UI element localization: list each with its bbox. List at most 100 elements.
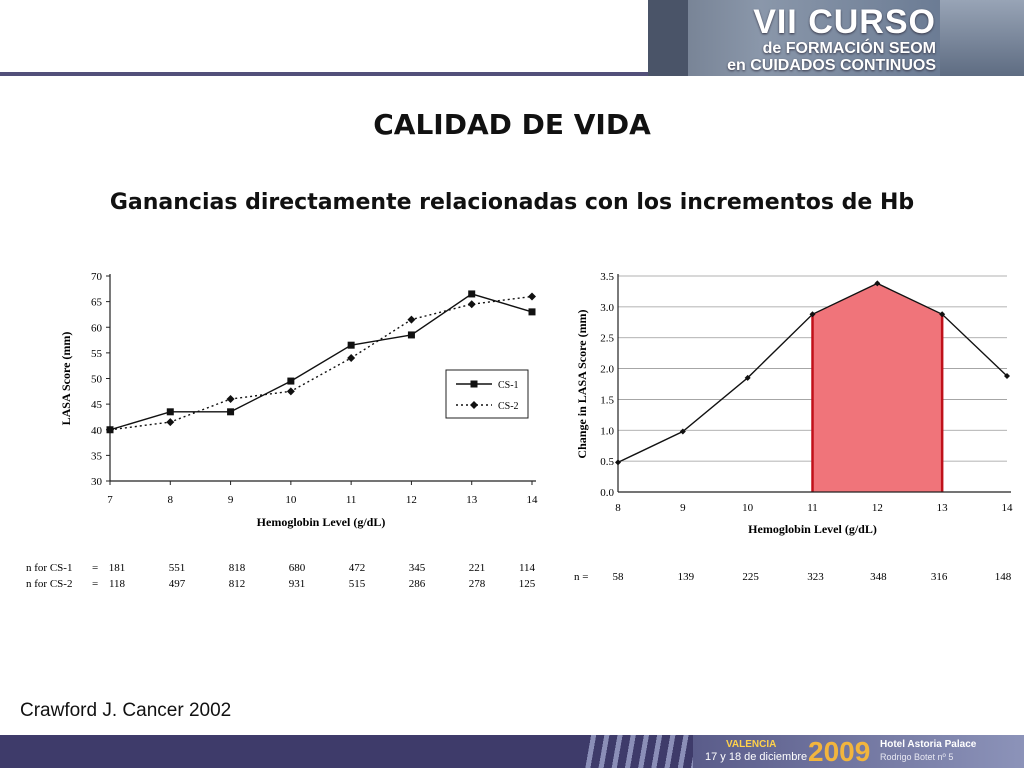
right-y-tick-label: 1.5	[600, 394, 614, 406]
right-y-tick-label: 0.0	[600, 487, 614, 499]
right-x-axis-label: Hemoglobin Level (g/dL)	[748, 522, 877, 536]
left-n-row-label: n for CS-1	[26, 562, 72, 574]
left-y-tick-label: 60	[91, 322, 103, 334]
left-y-tick-label: 55	[91, 348, 103, 360]
footer-address: Rodrigo Botet nº 5	[880, 752, 954, 762]
right-y-tick-label: 3.5	[600, 271, 614, 283]
left-n-value: 497	[169, 578, 186, 590]
left-y-tick-label: 40	[91, 425, 103, 437]
series-cs1-point	[227, 408, 235, 416]
right-x-tick-label: 9	[680, 502, 686, 514]
left-x-tick-label: 9	[228, 494, 234, 506]
left-n-value: 931	[289, 578, 306, 590]
left-x-tick-label: 13	[466, 494, 478, 506]
series-cs1-point	[287, 377, 295, 385]
left-n-row-equals: =	[92, 578, 98, 590]
left-n-value: 221	[469, 562, 486, 574]
right-n-value: 139	[678, 571, 695, 583]
footer-dates: 17 y 18 de diciembre	[705, 751, 808, 763]
right-n-label: n =	[574, 571, 588, 583]
left-n-value: 812	[229, 578, 246, 590]
banner-subtitle: de FORMACIÓN SEOM	[762, 40, 936, 57]
left-n-value: 345	[409, 562, 426, 574]
left-x-tick-label: 7	[107, 494, 113, 506]
right-n-value: 225	[742, 571, 759, 583]
series-cs2-point	[286, 387, 295, 396]
highlight-region	[812, 283, 943, 492]
left-n-value: 118	[109, 578, 126, 590]
left-n-value: 551	[169, 562, 186, 574]
left-n-value: 278	[469, 578, 486, 590]
series-cs2-point	[106, 425, 114, 434]
right-n-value: 316	[931, 571, 948, 583]
left-y-tick-label: 50	[91, 374, 103, 386]
series-cs2-point	[528, 292, 536, 301]
series-cs2-point	[407, 315, 416, 324]
left-x-tick-label: 8	[168, 494, 174, 506]
left-y-axis-label: LASA Score (mm)	[59, 332, 73, 426]
footer-panel	[693, 735, 1024, 768]
change-point	[615, 459, 621, 466]
left-n-value: 125	[519, 578, 536, 590]
footer-decoration	[583, 735, 693, 768]
change-point	[1004, 372, 1010, 379]
legend-cs2-label: CS-2	[498, 401, 519, 412]
left-x-tick-label: 14	[527, 494, 539, 506]
change-point	[874, 280, 881, 287]
legend-cs1-label: CS-1	[498, 380, 519, 391]
right-n-value: 58	[613, 571, 625, 583]
series-cs1-point	[166, 408, 174, 416]
series-cs2-point	[166, 418, 175, 427]
left-x-axis-label: Hemoglobin Level (g/dL)	[257, 515, 386, 529]
left-n-value: 818	[229, 562, 246, 574]
right-n-value: 348	[870, 571, 887, 583]
left-x-tick-label: 10	[285, 494, 297, 506]
right-y-tick-label: 2.0	[600, 364, 614, 376]
left-y-tick-label: 65	[91, 297, 103, 309]
left-n-row-equals: =	[92, 562, 98, 574]
right-n-value: 148	[995, 571, 1012, 583]
left-x-tick-label: 11	[346, 494, 357, 506]
left-y-tick-label: 70	[91, 271, 103, 283]
left-y-tick-label: 45	[91, 399, 103, 411]
citation: Crawford J. Cancer 2002	[20, 700, 232, 721]
series-cs1-point	[468, 290, 476, 298]
left-n-value: 472	[349, 562, 366, 574]
left-legend-box	[445, 369, 529, 419]
right-y-axis-label: Change in LASA Score (mm)	[575, 309, 589, 458]
right-x-tick-label: 10	[742, 502, 754, 514]
left-n-value: 286	[409, 578, 426, 590]
slide-title: CALIDAD DE VIDA	[373, 108, 651, 141]
left-x-tick-label: 12	[406, 494, 417, 506]
series-cs2-point	[226, 395, 235, 403]
course-banner: VII CURSO de FORMACIÓN SEOM en CUIDADOS …	[648, 0, 1024, 76]
series-cs1-line	[109, 293, 533, 431]
series-cs2-point	[467, 300, 476, 309]
right-x-tick-label: 14	[1002, 502, 1014, 514]
footer-hotel: Hotel Astoria Palace	[880, 739, 977, 750]
banner-subtitle-2: en CUIDADOS CONTINUOS	[727, 57, 936, 74]
left-n-value: 515	[349, 578, 366, 590]
series-cs1-point	[528, 308, 536, 316]
series-cs2-line	[109, 295, 533, 431]
left-n-value: 680	[289, 562, 306, 574]
change-point	[809, 311, 816, 318]
legend-cs2-marker	[470, 401, 478, 409]
right-x-tick-label: 8	[615, 502, 621, 514]
right-x-tick-label: 11	[807, 502, 818, 514]
header-rule	[0, 72, 650, 76]
footer-year: 2009	[808, 736, 871, 767]
right-y-tick-label: 0.5	[600, 456, 614, 468]
change-point	[939, 311, 946, 318]
right-x-tick-label: 12	[872, 502, 883, 514]
series-cs1-point	[407, 331, 415, 339]
right-n-value: 323	[807, 571, 824, 583]
left-n-value: 114	[519, 562, 536, 574]
left-y-tick-label: 35	[91, 450, 103, 462]
change-point	[679, 428, 686, 435]
left-n-value: 181	[109, 562, 126, 574]
footer-bar: VALENCIA 17 y 18 de diciembre 2009 Hotel…	[0, 735, 1024, 768]
footer-city: VALENCIA	[726, 739, 777, 750]
legend-cs1-marker	[470, 380, 478, 388]
series-cs1-point	[347, 341, 355, 349]
